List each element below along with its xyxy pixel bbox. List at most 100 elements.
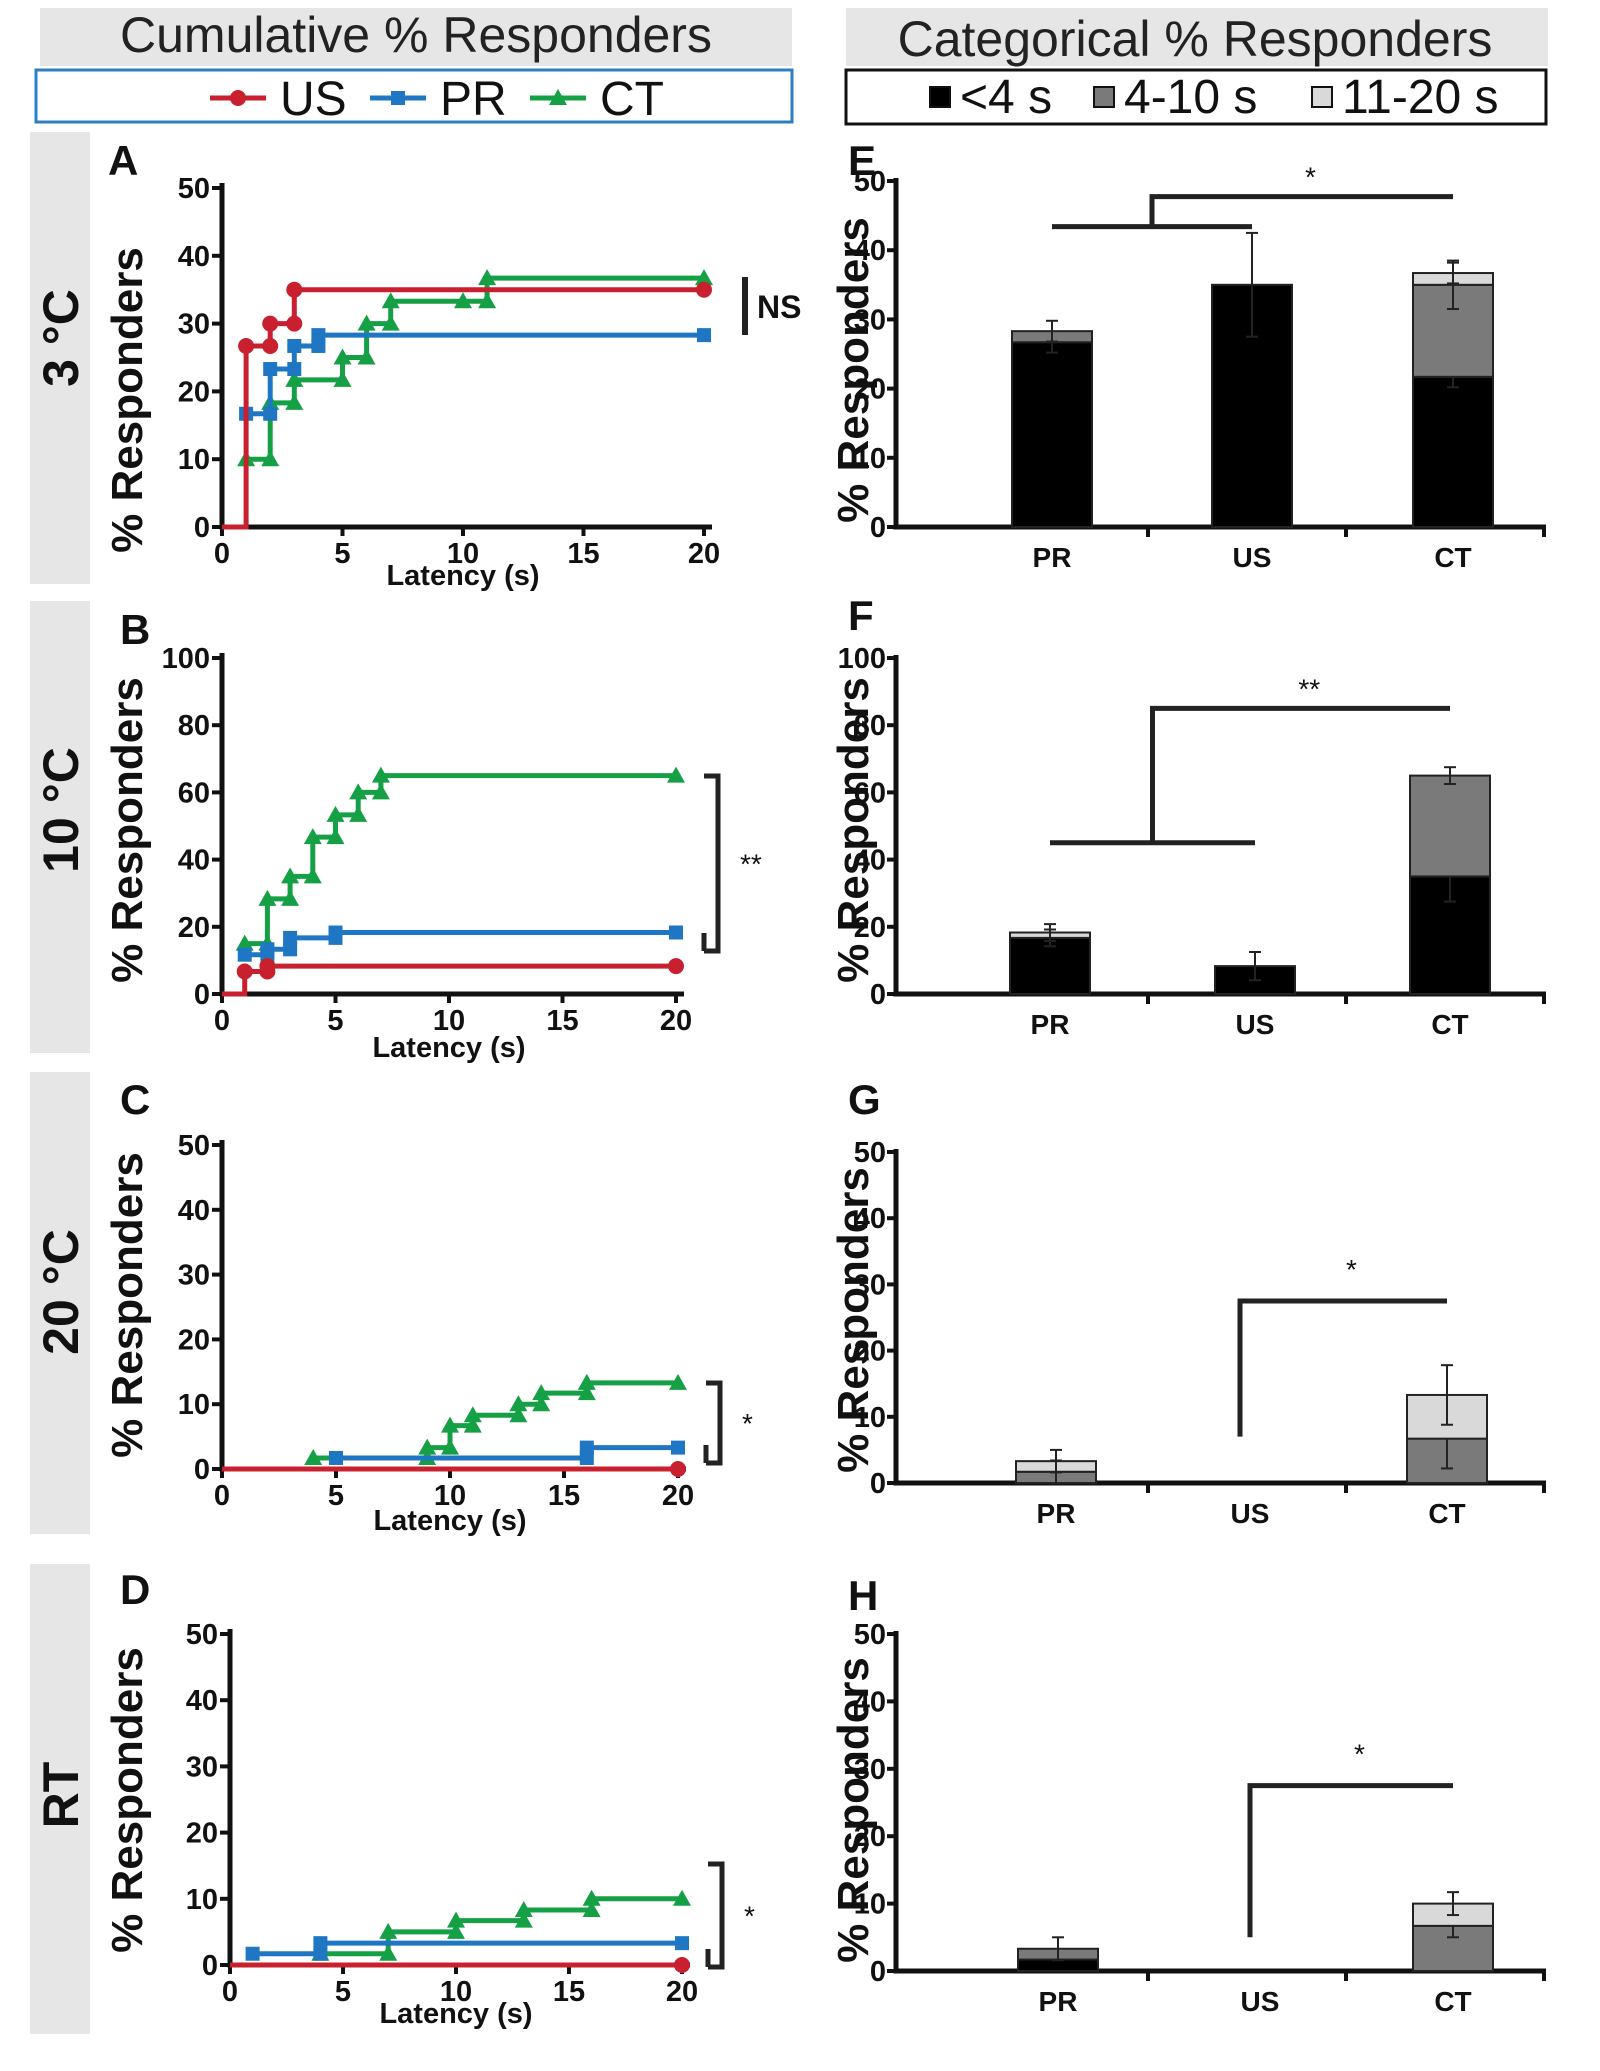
ytick-label-0: 0 (870, 1468, 886, 1500)
y-axis-label: % Responders (103, 677, 152, 983)
ytick-label-10: 10 (854, 1402, 886, 1434)
point-us (696, 281, 712, 298)
series-line-pr (244, 930, 676, 958)
point-pr (263, 406, 278, 421)
xtick-label-20: 20 (662, 1480, 694, 1512)
point-ct (285, 370, 304, 387)
point-us (286, 315, 303, 332)
row-band-3 (30, 1072, 90, 1534)
xtick-label-15: 15 (546, 1005, 578, 1037)
ytick-label-80: 80 (854, 710, 886, 742)
point-pr (697, 328, 711, 343)
point-ct (326, 805, 345, 822)
point-ct (349, 805, 368, 822)
ytick-label-20: 20 (178, 376, 210, 408)
ytick-label-0: 0 (194, 1454, 210, 1486)
point-ct (381, 314, 400, 331)
row-band-4 (30, 1564, 90, 2034)
point-pr (313, 1946, 328, 1961)
left-header-bg (40, 8, 792, 66)
bar-ct-1 (1409, 774, 1491, 878)
x-axis-label: Latency (s) (386, 560, 539, 592)
xtick-label-10: 10 (447, 538, 479, 570)
sig-bracket-right (1149, 194, 1453, 227)
point-ct (326, 828, 345, 845)
point-ct (261, 450, 280, 467)
point-us (236, 963, 253, 980)
ytick-label-0: 0 (194, 979, 210, 1011)
category-label-ct: CT (1428, 1498, 1465, 1529)
ytick-label-100: 100 (838, 643, 886, 675)
ytick-label-0: 0 (870, 979, 886, 1011)
point-pr (245, 1946, 260, 1961)
ytick-label-30: 30 (854, 1754, 886, 1786)
right-column-title: Categorical % Responders (898, 11, 1493, 67)
ytick-label-30: 30 (178, 309, 210, 341)
xtick-label-10: 10 (440, 1976, 472, 2008)
y-axis-label: % Responders (103, 1647, 152, 1953)
ytick-label-20: 20 (178, 912, 210, 944)
ytick-label-40: 40 (178, 241, 210, 273)
panel-letter-f: F (848, 592, 874, 639)
legend-marker-us (230, 90, 246, 106)
ytick-label-30: 30 (854, 1269, 886, 1301)
row-band-1 (30, 132, 90, 584)
bar-pr-0 (1017, 1958, 1099, 1972)
point-ct (695, 269, 713, 286)
panel-e: E 0 10 20 30 40 50 % Responders PR US CT * (829, 137, 1546, 573)
point-ct (673, 1889, 691, 1906)
ytick-label-50: 50 (186, 1619, 218, 1651)
category-label-ct: CT (1434, 542, 1471, 573)
category-label-us: US (1231, 1498, 1270, 1529)
x-axis-label: Latency (s) (373, 1505, 526, 1537)
ytick-label-50: 50 (178, 1130, 210, 1162)
sig-bracket (1247, 1783, 1453, 1938)
row-label-rt: RT (33, 1762, 89, 1829)
annotation-significance: * (1305, 162, 1316, 193)
point-ct (371, 783, 390, 800)
ytick-label-0: 0 (870, 1956, 886, 1988)
ytick-label-60: 60 (854, 777, 886, 809)
point-pr (671, 1440, 685, 1455)
point-pr (287, 338, 302, 353)
point-ct (418, 1438, 437, 1455)
category-label-pr: PR (1031, 1009, 1070, 1040)
point-ct (447, 1911, 465, 1928)
ytick-label-30: 30 (178, 1260, 210, 1292)
point-us (286, 281, 303, 298)
ytick-label-50: 50 (854, 166, 886, 198)
point-ct (532, 1395, 551, 1412)
point-us (262, 337, 279, 354)
point-pr (283, 942, 298, 957)
xtick-label-5: 5 (328, 1480, 344, 1512)
point-ct (667, 766, 685, 783)
ytick-label-50: 50 (178, 173, 210, 205)
panel-d: D 0 10 20 30 40 50 0 5 10 15 20 Latency (s) % Respond… (103, 1566, 755, 2030)
point-pr (328, 925, 343, 940)
significance-bracket (706, 1380, 723, 1466)
point-pr (311, 338, 326, 353)
legend-label-pr: PR (440, 73, 507, 126)
ytick-label-40: 40 (854, 1203, 886, 1235)
x-axis-label: Latency (s) (379, 1998, 532, 2030)
series-line-ct (246, 275, 704, 462)
y-axis-label: % Responders (829, 677, 878, 983)
point-pr (329, 1450, 343, 1465)
point-ct (303, 867, 322, 884)
panel-c: C 0 10 20 30 40 50 0 5 10 15 20 Latency (s) % Respond… (103, 1076, 753, 1537)
legend-marker-pr (391, 91, 405, 105)
xtick-label-15: 15 (567, 538, 599, 570)
left-legend-box (34, 68, 794, 124)
point-ct (509, 1395, 528, 1412)
point-us (668, 958, 684, 975)
point-ct (669, 1373, 687, 1390)
ytick-label-0: 0 (194, 512, 210, 544)
ytick-label-0: 0 (870, 512, 886, 544)
ytick-label-50: 50 (854, 1137, 886, 1169)
legend-right: <4 s 4-10 s 11-20 s (929, 71, 1499, 124)
panel-f: F 0 20 40 60 80 100% Responders PR US CT ** (829, 592, 1546, 1040)
point-ct (281, 867, 300, 884)
point-pr (675, 1936, 689, 1951)
legend-marker-ct (549, 89, 567, 105)
